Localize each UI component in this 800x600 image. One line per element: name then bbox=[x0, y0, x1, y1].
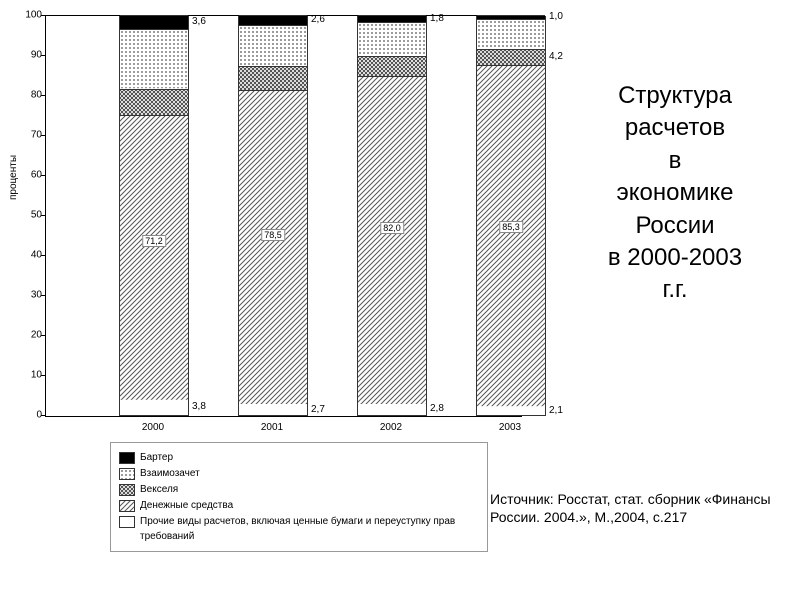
value-label: 82,0 bbox=[380, 222, 404, 234]
y-tick-mark bbox=[41, 135, 45, 136]
segment-barter bbox=[477, 15, 545, 19]
segment-barter bbox=[358, 15, 426, 22]
y-tick-label: 100 bbox=[24, 10, 42, 21]
y-tick-mark bbox=[41, 335, 45, 336]
legend-label: Векселя bbox=[140, 482, 479, 497]
y-tick-label: 20 bbox=[24, 330, 42, 341]
y-tick-label: 90 bbox=[24, 50, 42, 61]
y-axis-label: проценты bbox=[8, 155, 19, 200]
bar-2001: 78,5 6,010,2 bbox=[238, 16, 308, 416]
legend-swatch bbox=[119, 484, 135, 496]
title-line: г.г. bbox=[560, 274, 790, 306]
x-tick-label: 2000 bbox=[142, 422, 164, 433]
title-line: в 2000-2003 bbox=[560, 242, 790, 274]
y-tick-mark bbox=[41, 95, 45, 96]
segment-offset: 8,4 bbox=[358, 22, 426, 56]
x-tick-label: 2001 bbox=[261, 422, 283, 433]
segment-other bbox=[477, 407, 545, 415]
value-side-label: 2,8 bbox=[430, 403, 444, 414]
title-line: России bbox=[560, 210, 790, 242]
x-tick-label: 2002 bbox=[380, 422, 402, 433]
y-tick-label: 60 bbox=[24, 170, 42, 181]
value-side-label: 4,2 bbox=[549, 51, 563, 62]
title-line: в bbox=[560, 145, 790, 177]
y-tick-label: 30 bbox=[24, 290, 42, 301]
legend-label: Денежные средства bbox=[140, 498, 479, 513]
segment-bills bbox=[477, 49, 545, 66]
y-tick-mark bbox=[41, 175, 45, 176]
y-tick-label: 50 bbox=[24, 210, 42, 221]
segment-other bbox=[120, 400, 188, 415]
legend-swatch bbox=[119, 452, 135, 464]
segment-other bbox=[358, 404, 426, 415]
segment-cash: 71,2 bbox=[120, 115, 188, 400]
y-tick-mark bbox=[41, 415, 45, 416]
legend-item-bills: Векселя bbox=[119, 482, 479, 497]
y-tick-mark bbox=[41, 55, 45, 56]
value-label: 71,2 bbox=[142, 235, 166, 247]
segment-other bbox=[239, 404, 307, 415]
value-side-label: 2,1 bbox=[549, 405, 563, 416]
page: проценты 71,2 6,614,8 78,5 6,010,2 82,0 5,08,… bbox=[0, 0, 800, 600]
legend: БартерВзаимозачетВекселяДенежные средств… bbox=[110, 442, 488, 552]
legend-swatch bbox=[119, 468, 135, 480]
value-label: 85,3 bbox=[499, 221, 523, 233]
chart-zone: проценты 71,2 6,614,8 78,5 6,010,2 82,0 5,08,… bbox=[0, 0, 540, 600]
segment-cash: 78,5 bbox=[239, 90, 307, 404]
bar-2002: 82,0 5,08,4 bbox=[357, 16, 427, 416]
segment-bills: 6,0 bbox=[239, 66, 307, 90]
legend-label: Прочие виды расчетов, включая ценные бум… bbox=[140, 514, 479, 544]
y-tick-label: 70 bbox=[24, 130, 42, 141]
segment-barter bbox=[120, 15, 188, 29]
title-line: Структура bbox=[560, 80, 790, 112]
y-tick-label: 10 bbox=[24, 370, 42, 381]
title-line: экономике bbox=[560, 177, 790, 209]
legend-item-cash: Денежные средства bbox=[119, 498, 479, 513]
legend-label: Бартер bbox=[140, 450, 479, 465]
chart-title: СтруктурарасчетоввэкономикеРоссиив 2000-… bbox=[560, 80, 790, 307]
y-tick-mark bbox=[41, 255, 45, 256]
segment-bills: 5,0 bbox=[358, 56, 426, 76]
bar-2003: 85,3 7,4 bbox=[476, 16, 546, 416]
value-label: 78,5 bbox=[261, 229, 285, 241]
legend-swatch bbox=[119, 500, 135, 512]
legend-label: Взаимозачет bbox=[140, 466, 479, 481]
x-tick-label: 2003 bbox=[499, 422, 521, 433]
segment-offset: 7,4 bbox=[477, 19, 545, 49]
y-tick-label: 80 bbox=[24, 90, 42, 101]
y-tick-mark bbox=[41, 215, 45, 216]
y-tick-label: 40 bbox=[24, 250, 42, 261]
bar-2000: 71,2 6,614,8 bbox=[119, 16, 189, 416]
y-tick-mark bbox=[41, 375, 45, 376]
value-side-label: 1,8 bbox=[430, 13, 444, 24]
value-side-label: 2,7 bbox=[311, 404, 325, 415]
value-side-label: 3,6 bbox=[192, 16, 206, 27]
legend-item-barter: Бартер bbox=[119, 450, 479, 465]
legend-item-other: Прочие виды расчетов, включая ценные бум… bbox=[119, 514, 479, 544]
segment-cash: 85,3 bbox=[477, 65, 545, 406]
title-line: расчетов bbox=[560, 112, 790, 144]
segment-offset: 14,8 bbox=[120, 29, 188, 88]
legend-swatch bbox=[119, 516, 135, 528]
legend-item-offset: Взаимозачет bbox=[119, 466, 479, 481]
y-tick-label: 0 bbox=[24, 410, 42, 421]
plot-area: 71,26,614,878,56,010,282,05,08,485,37,4 bbox=[45, 15, 522, 417]
segment-cash: 82,0 bbox=[358, 76, 426, 404]
value-side-label: 1,0 bbox=[549, 11, 563, 22]
segment-bills: 6,6 bbox=[120, 89, 188, 115]
segment-offset: 10,2 bbox=[239, 25, 307, 66]
value-side-label: 2,6 bbox=[311, 14, 325, 25]
source-citation: Источник: Росстат, стат. сборник «Финанс… bbox=[490, 490, 790, 526]
y-tick-mark bbox=[41, 15, 45, 16]
segment-barter bbox=[239, 15, 307, 25]
y-tick-mark bbox=[41, 295, 45, 296]
value-side-label: 3,8 bbox=[192, 401, 206, 412]
